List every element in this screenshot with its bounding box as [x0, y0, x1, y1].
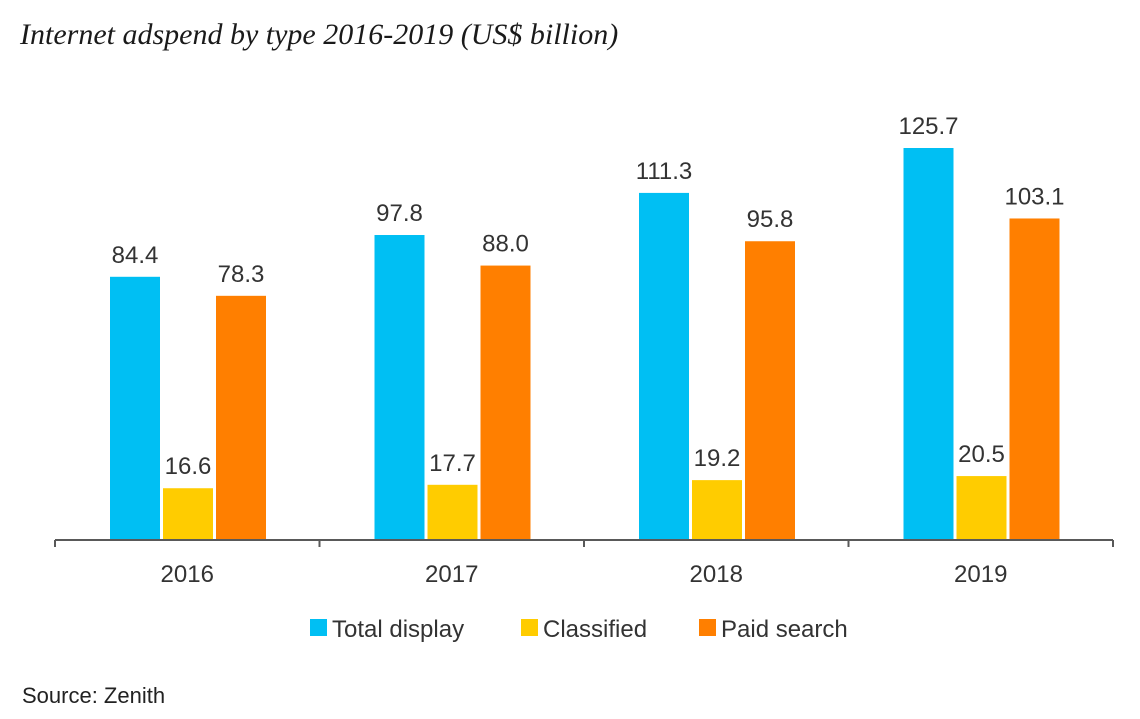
data-label-paid-search-2017: 88.0 — [482, 231, 529, 258]
data-label-total-display-2019: 125.7 — [898, 113, 958, 140]
bar-total-display-2017 — [374, 235, 425, 541]
bar-classified-2019 — [956, 476, 1007, 540]
x-tick-label-2018: 2018 — [690, 561, 743, 588]
legend-label-total-display: Total display — [332, 616, 464, 643]
x-tick-label-2016: 2016 — [161, 561, 214, 588]
data-label-total-display-2016: 84.4 — [112, 242, 159, 269]
data-label-total-display-2018: 111.3 — [636, 158, 693, 185]
legend-label-classified: Classified — [543, 616, 647, 643]
data-label-classified-2017: 17.7 — [429, 450, 476, 477]
bar-classified-2017 — [427, 484, 478, 540]
data-label-paid-search-2016: 78.3 — [218, 261, 265, 288]
bar-paid-search-2018 — [745, 241, 795, 540]
bar-classified-2016 — [163, 488, 213, 540]
x-tick-label-2019: 2019 — [954, 561, 1007, 588]
bar-paid-search-2017 — [480, 265, 531, 540]
legend-swatch-classified — [521, 619, 538, 636]
chart-title: Internet adspend by type 2016-2019 (US$ … — [20, 18, 619, 51]
data-label-total-display-2017: 97.8 — [376, 200, 423, 227]
legend-swatch-paid-search — [699, 619, 716, 636]
data-label-classified-2016: 16.6 — [165, 453, 212, 480]
bar-total-display-2018 — [639, 192, 689, 540]
data-label-classified-2018: 19.2 — [694, 445, 741, 472]
legend-label-paid-search: Paid search — [721, 616, 848, 643]
bar-paid-search-2016 — [216, 295, 266, 540]
bar-paid-search-2019 — [1009, 218, 1060, 540]
bar-total-display-2019 — [903, 148, 954, 540]
data-label-paid-search-2018: 95.8 — [747, 206, 794, 233]
source-note: Source: Zenith — [22, 683, 166, 708]
x-tick-label-2017: 2017 — [425, 561, 478, 588]
data-label-paid-search-2019: 103.1 — [1004, 183, 1064, 210]
bar-total-display-2016 — [110, 276, 160, 540]
legend-swatch-total-display — [310, 619, 327, 636]
bar-classified-2018 — [692, 480, 742, 540]
data-label-classified-2019: 20.5 — [958, 441, 1005, 468]
